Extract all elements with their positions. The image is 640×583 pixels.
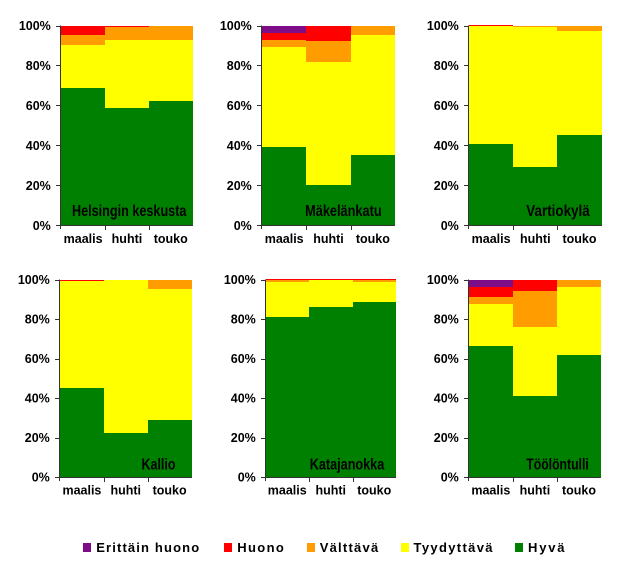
svg-text:60%: 60% — [227, 99, 252, 113]
svg-text:80%: 80% — [25, 313, 50, 327]
svg-text:40%: 40% — [227, 139, 252, 153]
svg-text:100%: 100% — [18, 273, 50, 287]
svg-text:maalis: maalis — [64, 232, 103, 246]
svg-text:huhti: huhti — [112, 232, 143, 246]
svg-text:maalis: maalis — [265, 232, 304, 246]
svg-text:huhti: huhti — [520, 232, 551, 246]
svg-text:80%: 80% — [26, 59, 51, 73]
svg-text:20%: 20% — [227, 179, 252, 193]
svg-text:0%: 0% — [238, 471, 256, 485]
svg-text:touko: touko — [356, 232, 390, 246]
svg-text:20%: 20% — [25, 431, 50, 445]
svg-text:60%: 60% — [434, 99, 459, 113]
svg-text:touko: touko — [153, 484, 187, 498]
svg-text:huhti: huhti — [313, 232, 344, 246]
svg-text:80%: 80% — [231, 313, 256, 327]
svg-text:Huono: Huono — [237, 540, 284, 555]
svg-text:Tyydyttävä: Tyydyttävä — [414, 540, 494, 555]
svg-text:60%: 60% — [434, 352, 459, 366]
svg-text:huhti: huhti — [110, 484, 141, 498]
svg-text:Kallio: Kallio — [142, 457, 176, 474]
svg-text:maalis: maalis — [62, 484, 101, 498]
svg-text:Vartiokylä: Vartiokylä — [526, 203, 589, 220]
svg-text:100%: 100% — [427, 273, 459, 287]
svg-text:0%: 0% — [32, 471, 50, 485]
svg-text:80%: 80% — [434, 59, 459, 73]
svg-text:huhti: huhti — [315, 484, 346, 498]
svg-text:0%: 0% — [33, 219, 51, 233]
svg-text:60%: 60% — [26, 99, 51, 113]
svg-text:touko: touko — [562, 484, 596, 498]
svg-text:100%: 100% — [427, 19, 459, 33]
svg-text:40%: 40% — [434, 139, 459, 153]
svg-text:100%: 100% — [19, 19, 51, 33]
svg-text:100%: 100% — [224, 273, 256, 287]
svg-text:0%: 0% — [234, 219, 252, 233]
svg-text:touko: touko — [357, 484, 391, 498]
svg-text:maalis: maalis — [268, 484, 307, 498]
svg-text:40%: 40% — [434, 392, 459, 406]
svg-text:40%: 40% — [26, 139, 51, 153]
svg-text:60%: 60% — [25, 352, 50, 366]
svg-text:40%: 40% — [25, 392, 50, 406]
svg-text:0%: 0% — [441, 471, 459, 485]
svg-text:Välttävä: Välttävä — [320, 540, 379, 555]
svg-text:huhti: huhti — [520, 484, 551, 498]
svg-text:Erittäin huono: Erittäin huono — [96, 540, 199, 555]
svg-text:20%: 20% — [434, 431, 459, 445]
svg-text:60%: 60% — [231, 352, 256, 366]
svg-text:Mäkelänkatu: Mäkelänkatu — [305, 203, 382, 220]
svg-text:maalis: maalis — [471, 484, 510, 498]
svg-text:20%: 20% — [26, 179, 51, 193]
svg-text:Helsingin keskusta: Helsingin keskusta — [72, 203, 187, 220]
svg-text:100%: 100% — [220, 19, 252, 33]
svg-text:20%: 20% — [231, 431, 256, 445]
svg-text:Katajanokka: Katajanokka — [310, 457, 385, 474]
svg-text:0%: 0% — [441, 219, 459, 233]
svg-text:maalis: maalis — [472, 232, 511, 246]
svg-text:40%: 40% — [231, 392, 256, 406]
svg-text:touko: touko — [562, 232, 596, 246]
svg-text:80%: 80% — [227, 59, 252, 73]
svg-text:20%: 20% — [434, 179, 459, 193]
svg-text:touko: touko — [154, 232, 188, 246]
svg-text:Töölöntulli: Töölöntulli — [526, 457, 589, 474]
svg-text:80%: 80% — [434, 313, 459, 327]
